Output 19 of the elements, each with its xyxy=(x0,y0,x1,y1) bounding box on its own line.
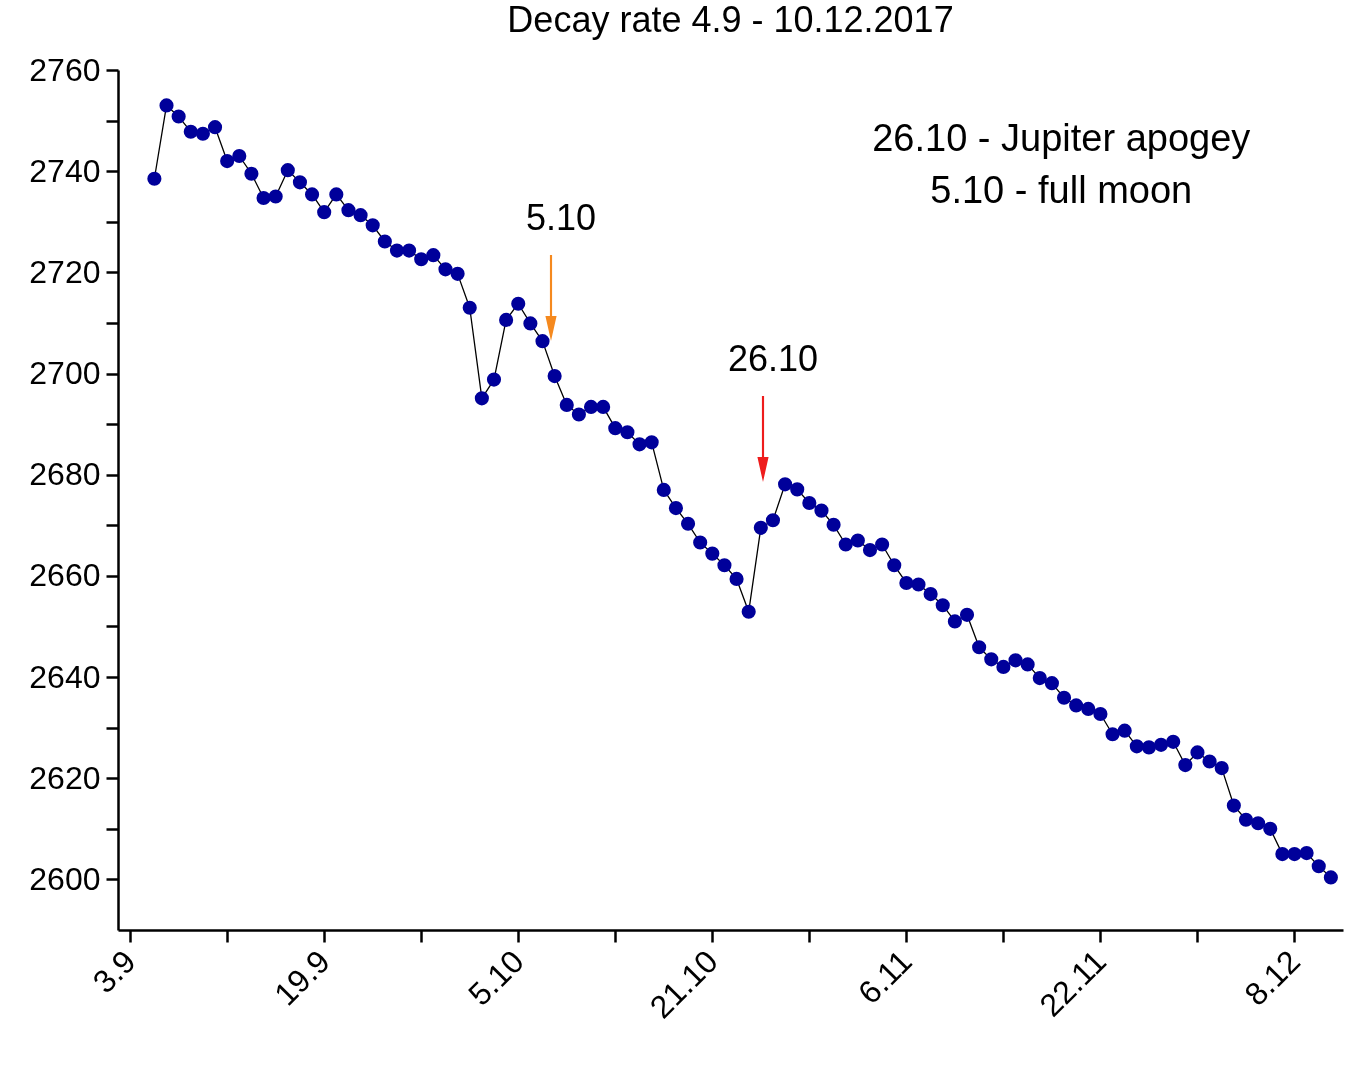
x-tick-label: 3.9 xyxy=(85,943,143,1000)
x-tick-label: 6.11 xyxy=(851,943,919,1011)
x-tick-label: 5.10 xyxy=(461,943,531,1013)
y-tick-label: 2680 xyxy=(29,456,101,493)
y-tick-label: 2640 xyxy=(29,658,101,695)
x-tick-label: 8.12 xyxy=(1237,943,1308,1013)
x-tick-label: 19.9 xyxy=(267,943,337,1013)
y-tick-label: 2740 xyxy=(29,152,101,189)
y-tick-label: 2720 xyxy=(29,253,101,290)
y-tick-label: 2760 xyxy=(29,51,101,88)
y-tick-label: 2620 xyxy=(29,759,101,796)
annotation: 5.10 xyxy=(525,197,597,238)
y-tick-label: 2700 xyxy=(29,355,101,392)
annotation: 5.10 - full moon xyxy=(930,169,1193,211)
annotation: 26.10 - Jupiter apogey xyxy=(872,117,1251,159)
y-tick-label: 2600 xyxy=(29,860,101,897)
y-tick-label: 2660 xyxy=(29,557,101,594)
chart-title: Decay rate 4.9 - 10.12.2017 xyxy=(507,0,954,40)
annotation: 26.10 xyxy=(727,338,819,379)
